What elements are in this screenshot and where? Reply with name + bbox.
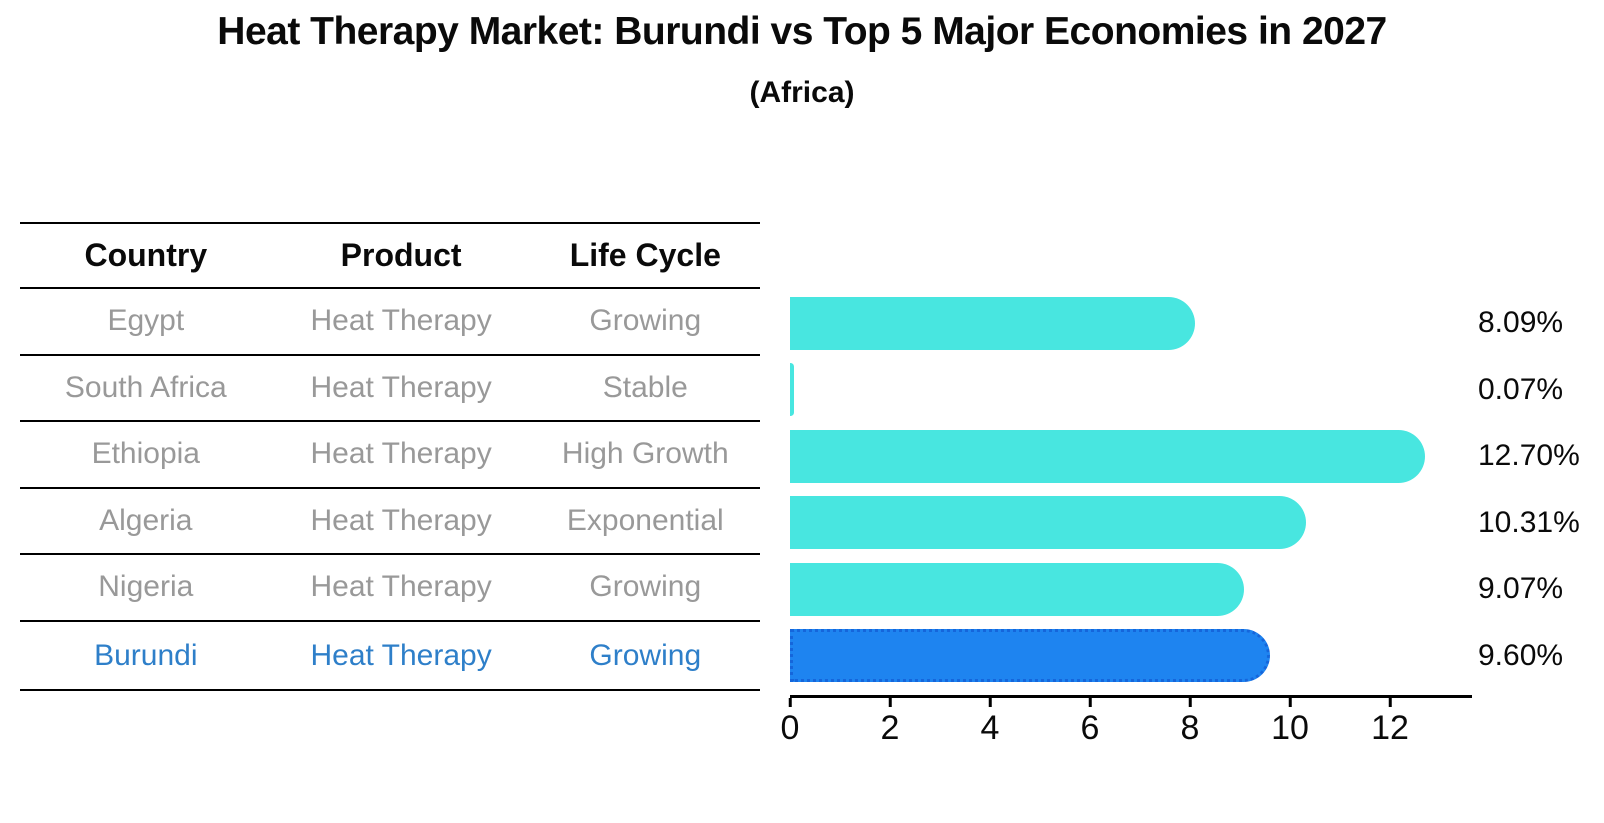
table-row: Burundi Heat Therapy Growing [20, 622, 760, 691]
cell-lifecycle: Stable [602, 370, 688, 404]
cell-country: Ethiopia [91, 437, 200, 470]
cell-lifecycle: Growing [589, 570, 702, 603]
table-header-row: Country Product Life Cycle [20, 222, 760, 289]
x-tick-mark [1188, 697, 1192, 707]
x-tick-label: 12 [1371, 709, 1409, 747]
x-tick-mark [788, 697, 792, 707]
value-label: 9.07% [1478, 572, 1564, 605]
column-header-lifecycle: Life Cycle [569, 237, 721, 273]
bar-egypt [790, 296, 1195, 350]
bar-nigeria [790, 562, 1244, 616]
cell-country: South Africa [64, 370, 227, 404]
cell-product: Heat Therapy [310, 437, 492, 470]
x-tick-label: 4 [980, 709, 1000, 747]
x-tick-mark [1388, 697, 1392, 707]
x-tick-mark [988, 697, 992, 707]
x-tick-label: 0 [780, 709, 800, 747]
table-row: Egypt Heat Therapy Growing [20, 289, 760, 356]
table-row: South Africa Heat Therapy Stable [20, 356, 760, 422]
cell-country: Burundi [94, 638, 198, 672]
country-table: Country Product Life Cycle Egypt Heat Th… [20, 222, 760, 691]
cell-country: Egypt [107, 304, 185, 337]
x-tick-label: 2 [880, 709, 900, 747]
table-row: Algeria Heat Therapy Exponential [20, 489, 760, 555]
x-tick-mark [1288, 697, 1292, 707]
cell-product: Heat Therapy [310, 638, 492, 672]
x-tick-label: 6 [1080, 709, 1100, 747]
table-row: Nigeria Heat Therapy Growing [20, 555, 760, 622]
bar-south-africa [790, 363, 794, 416]
x-tick-label: 8 [1180, 709, 1200, 747]
cell-lifecycle: Exponential [566, 503, 724, 537]
bar-burundi [790, 629, 1270, 682]
x-tick-label: 10 [1271, 709, 1309, 747]
cell-product: Heat Therapy [310, 370, 492, 404]
bar-ethiopia [790, 429, 1425, 483]
cell-product: Heat Therapy [310, 503, 492, 537]
value-label: 12.70% [1478, 439, 1580, 472]
cell-country: Nigeria [98, 570, 194, 603]
table-row: Ethiopia Heat Therapy High Growth [20, 422, 760, 489]
table-body: Egypt Heat Therapy Growing South Africa … [20, 289, 760, 691]
value-label: 0.07% [1478, 372, 1564, 406]
value-label: 8.09% [1478, 306, 1564, 339]
chart-title: Heat Therapy Market: Burundi vs Top 5 Ma… [217, 10, 1387, 53]
cell-country: Algeria [99, 503, 193, 537]
value-label: 10.31% [1478, 505, 1580, 539]
x-tick-mark [888, 697, 892, 707]
column-header-product: Product [340, 237, 462, 273]
bar-chart: 0 2 4 6 8 10 12 8.09% 0.07% 12.70% 10.31% 9.07% 9.6… [781, 290, 1580, 790]
cell-lifecycle: High Growth [561, 437, 729, 470]
chart-subtitle: (Africa) [749, 76, 855, 109]
x-tick-mark [1088, 697, 1092, 707]
cell-lifecycle: Growing [589, 638, 702, 672]
bar-algeria [790, 496, 1306, 549]
cell-product: Heat Therapy [310, 304, 492, 337]
cell-product: Heat Therapy [310, 570, 492, 603]
x-axis-line [790, 695, 1472, 698]
cell-lifecycle: Growing [589, 304, 702, 337]
value-label: 9.60% [1478, 638, 1564, 672]
column-header-country: Country [84, 237, 208, 273]
